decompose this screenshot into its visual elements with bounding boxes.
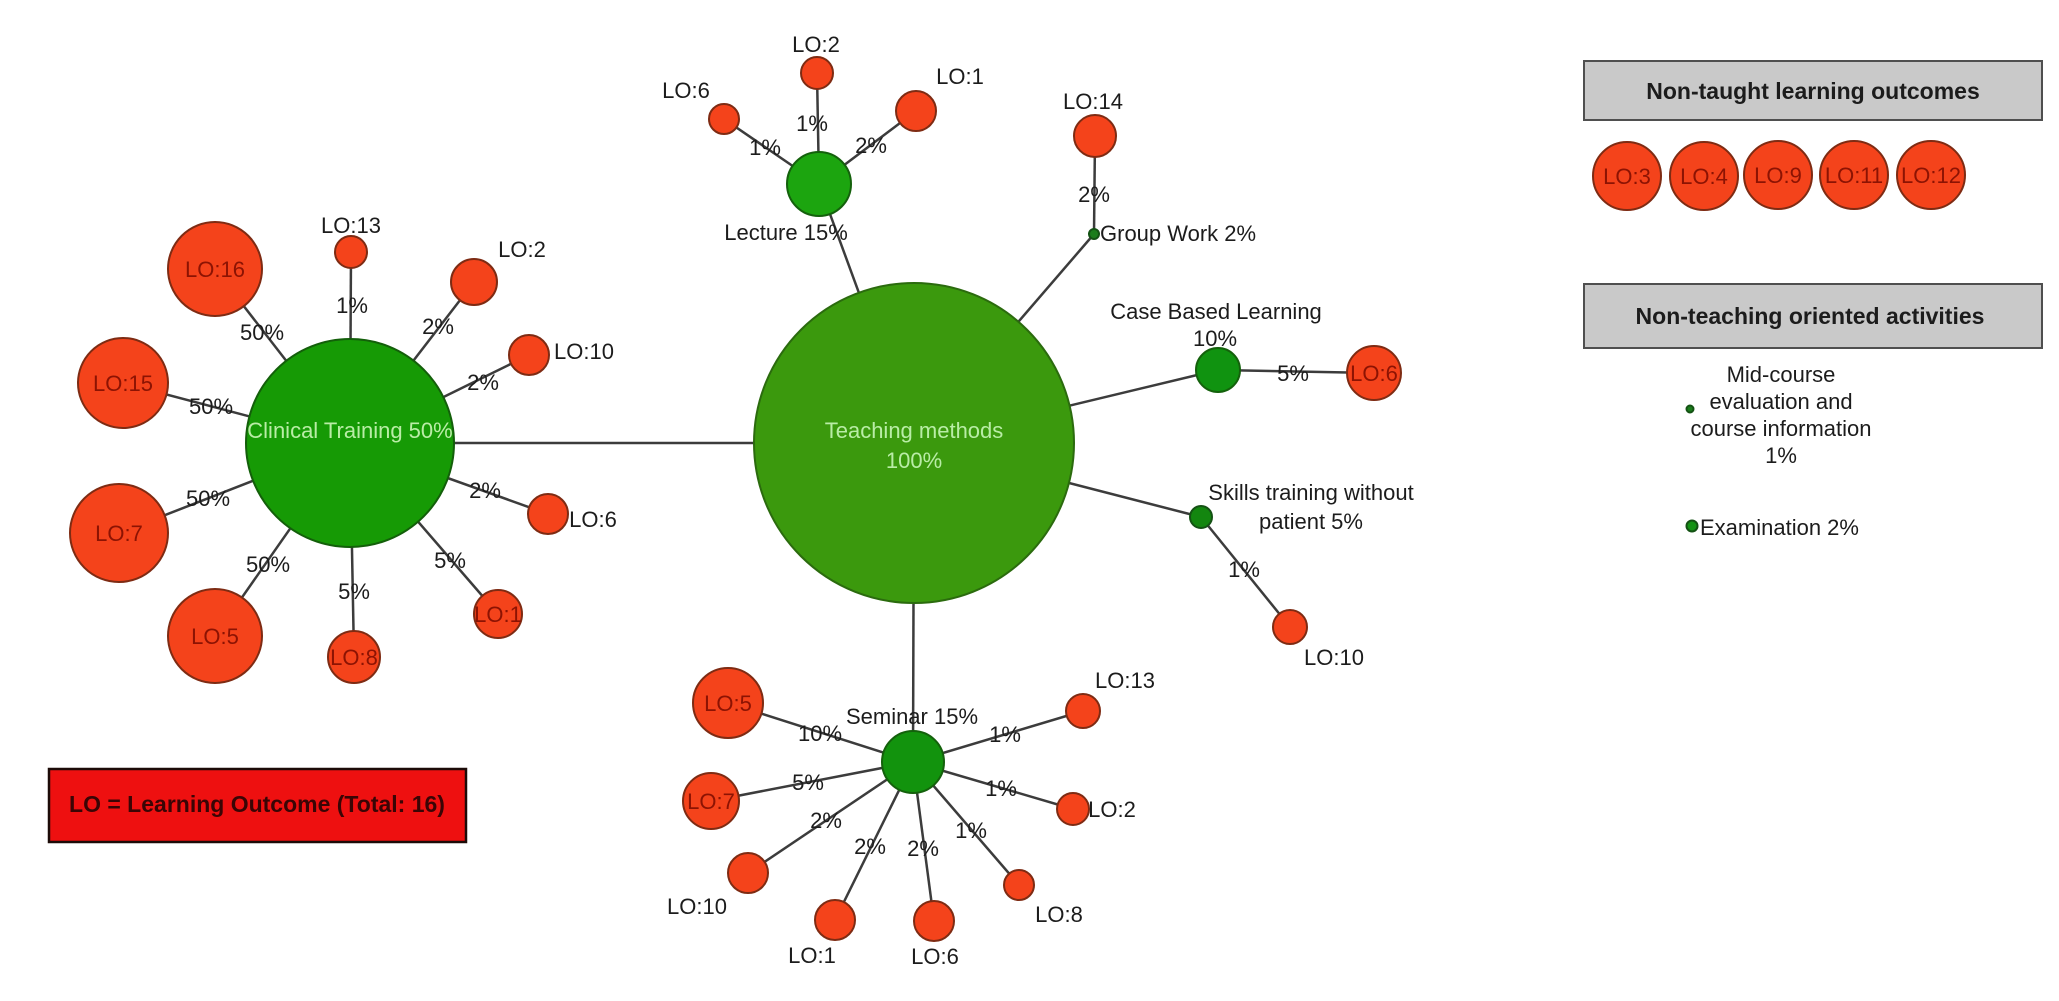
svg-text:Clinical Training 50%: Clinical Training 50% xyxy=(247,418,452,443)
svg-text:2%: 2% xyxy=(907,836,939,861)
svg-text:LO = Learning Outcome (Total:: LO = Learning Outcome (Total: 16) xyxy=(69,791,445,817)
svg-text:LO:6: LO:6 xyxy=(569,507,617,532)
svg-text:LO:10: LO:10 xyxy=(554,339,614,364)
svg-text:LO:2: LO:2 xyxy=(1088,797,1136,822)
svg-text:1%: 1% xyxy=(749,135,781,160)
svg-text:LO:13: LO:13 xyxy=(1095,668,1155,693)
svg-text:LO:1: LO:1 xyxy=(788,943,836,968)
svg-text:1%: 1% xyxy=(989,722,1021,747)
svg-text:2%: 2% xyxy=(467,370,499,395)
svg-text:LO:1: LO:1 xyxy=(936,64,984,89)
svg-text:Examination 2%: Examination 2% xyxy=(1700,515,1859,540)
svg-text:LO:7: LO:7 xyxy=(95,521,143,546)
svg-text:LO:14: LO:14 xyxy=(1063,89,1123,114)
svg-text:10%: 10% xyxy=(798,721,842,746)
svg-text:1%: 1% xyxy=(955,818,987,843)
svg-text:LO:8: LO:8 xyxy=(330,645,378,670)
svg-text:50%: 50% xyxy=(240,320,284,345)
svg-text:LO:10: LO:10 xyxy=(1304,645,1364,670)
svg-text:5%: 5% xyxy=(792,770,824,795)
svg-text:LO:8: LO:8 xyxy=(1035,902,1083,927)
svg-text:1%: 1% xyxy=(985,776,1017,801)
svg-text:5%: 5% xyxy=(338,579,370,604)
svg-text:LO:6: LO:6 xyxy=(1350,361,1398,386)
svg-text:1%: 1% xyxy=(1765,443,1797,468)
svg-text:LO:2: LO:2 xyxy=(792,32,840,57)
svg-text:50%: 50% xyxy=(246,552,290,577)
svg-text:Skills training without: Skills training without xyxy=(1208,480,1413,505)
svg-text:LO:13: LO:13 xyxy=(321,213,381,238)
svg-text:5%: 5% xyxy=(434,548,466,573)
svg-text:1%: 1% xyxy=(1228,557,1260,582)
svg-text:2%: 2% xyxy=(855,133,887,158)
svg-text:LO:12: LO:12 xyxy=(1901,163,1961,188)
svg-text:Lecture 15%: Lecture 15% xyxy=(724,220,848,245)
svg-text:LO:2: LO:2 xyxy=(498,237,546,262)
svg-text:1%: 1% xyxy=(336,293,368,318)
svg-text:patient 5%: patient 5% xyxy=(1259,509,1363,534)
svg-text:LO:15: LO:15 xyxy=(93,371,153,396)
svg-text:evaluation and: evaluation and xyxy=(1709,389,1852,414)
svg-text:2%: 2% xyxy=(854,834,886,859)
svg-text:LO:9: LO:9 xyxy=(1754,163,1802,188)
svg-text:50%: 50% xyxy=(189,394,233,419)
svg-text:LO:4: LO:4 xyxy=(1680,164,1728,189)
svg-text:10%: 10% xyxy=(1193,326,1237,351)
svg-text:2%: 2% xyxy=(422,314,454,339)
svg-text:5%: 5% xyxy=(1277,361,1309,386)
svg-text:Teaching methods: Teaching methods xyxy=(825,418,1004,443)
svg-text:LO:11: LO:11 xyxy=(1825,163,1883,188)
svg-text:Group Work 2%: Group Work 2% xyxy=(1100,221,1256,246)
svg-text:LO:16: LO:16 xyxy=(185,257,245,282)
svg-text:LO:5: LO:5 xyxy=(704,691,752,716)
svg-text:LO:1: LO:1 xyxy=(474,602,522,627)
svg-text:LO:6: LO:6 xyxy=(911,944,959,969)
svg-text:2%: 2% xyxy=(469,478,501,503)
svg-text:100%: 100% xyxy=(886,448,942,473)
svg-text:Mid-course: Mid-course xyxy=(1727,362,1836,387)
svg-text:50%: 50% xyxy=(186,486,230,511)
svg-text:course information: course information xyxy=(1691,416,1872,441)
svg-text:Non-taught learning outcomes: Non-taught learning outcomes xyxy=(1646,78,1980,104)
svg-text:LO:5: LO:5 xyxy=(191,624,239,649)
svg-text:LO:7: LO:7 xyxy=(687,789,735,814)
svg-text:LO:3: LO:3 xyxy=(1603,164,1651,189)
svg-text:LO:6: LO:6 xyxy=(662,78,710,103)
svg-text:Case Based Learning: Case Based Learning xyxy=(1110,299,1322,324)
svg-text:Seminar 15%: Seminar 15% xyxy=(846,704,978,729)
svg-text:2%: 2% xyxy=(1078,182,1110,207)
svg-text:Non-teaching oriented activiti: Non-teaching oriented activities xyxy=(1636,303,1985,329)
svg-text:1%: 1% xyxy=(796,111,828,136)
svg-text:2%: 2% xyxy=(810,808,842,833)
svg-text:LO:10: LO:10 xyxy=(667,894,727,919)
